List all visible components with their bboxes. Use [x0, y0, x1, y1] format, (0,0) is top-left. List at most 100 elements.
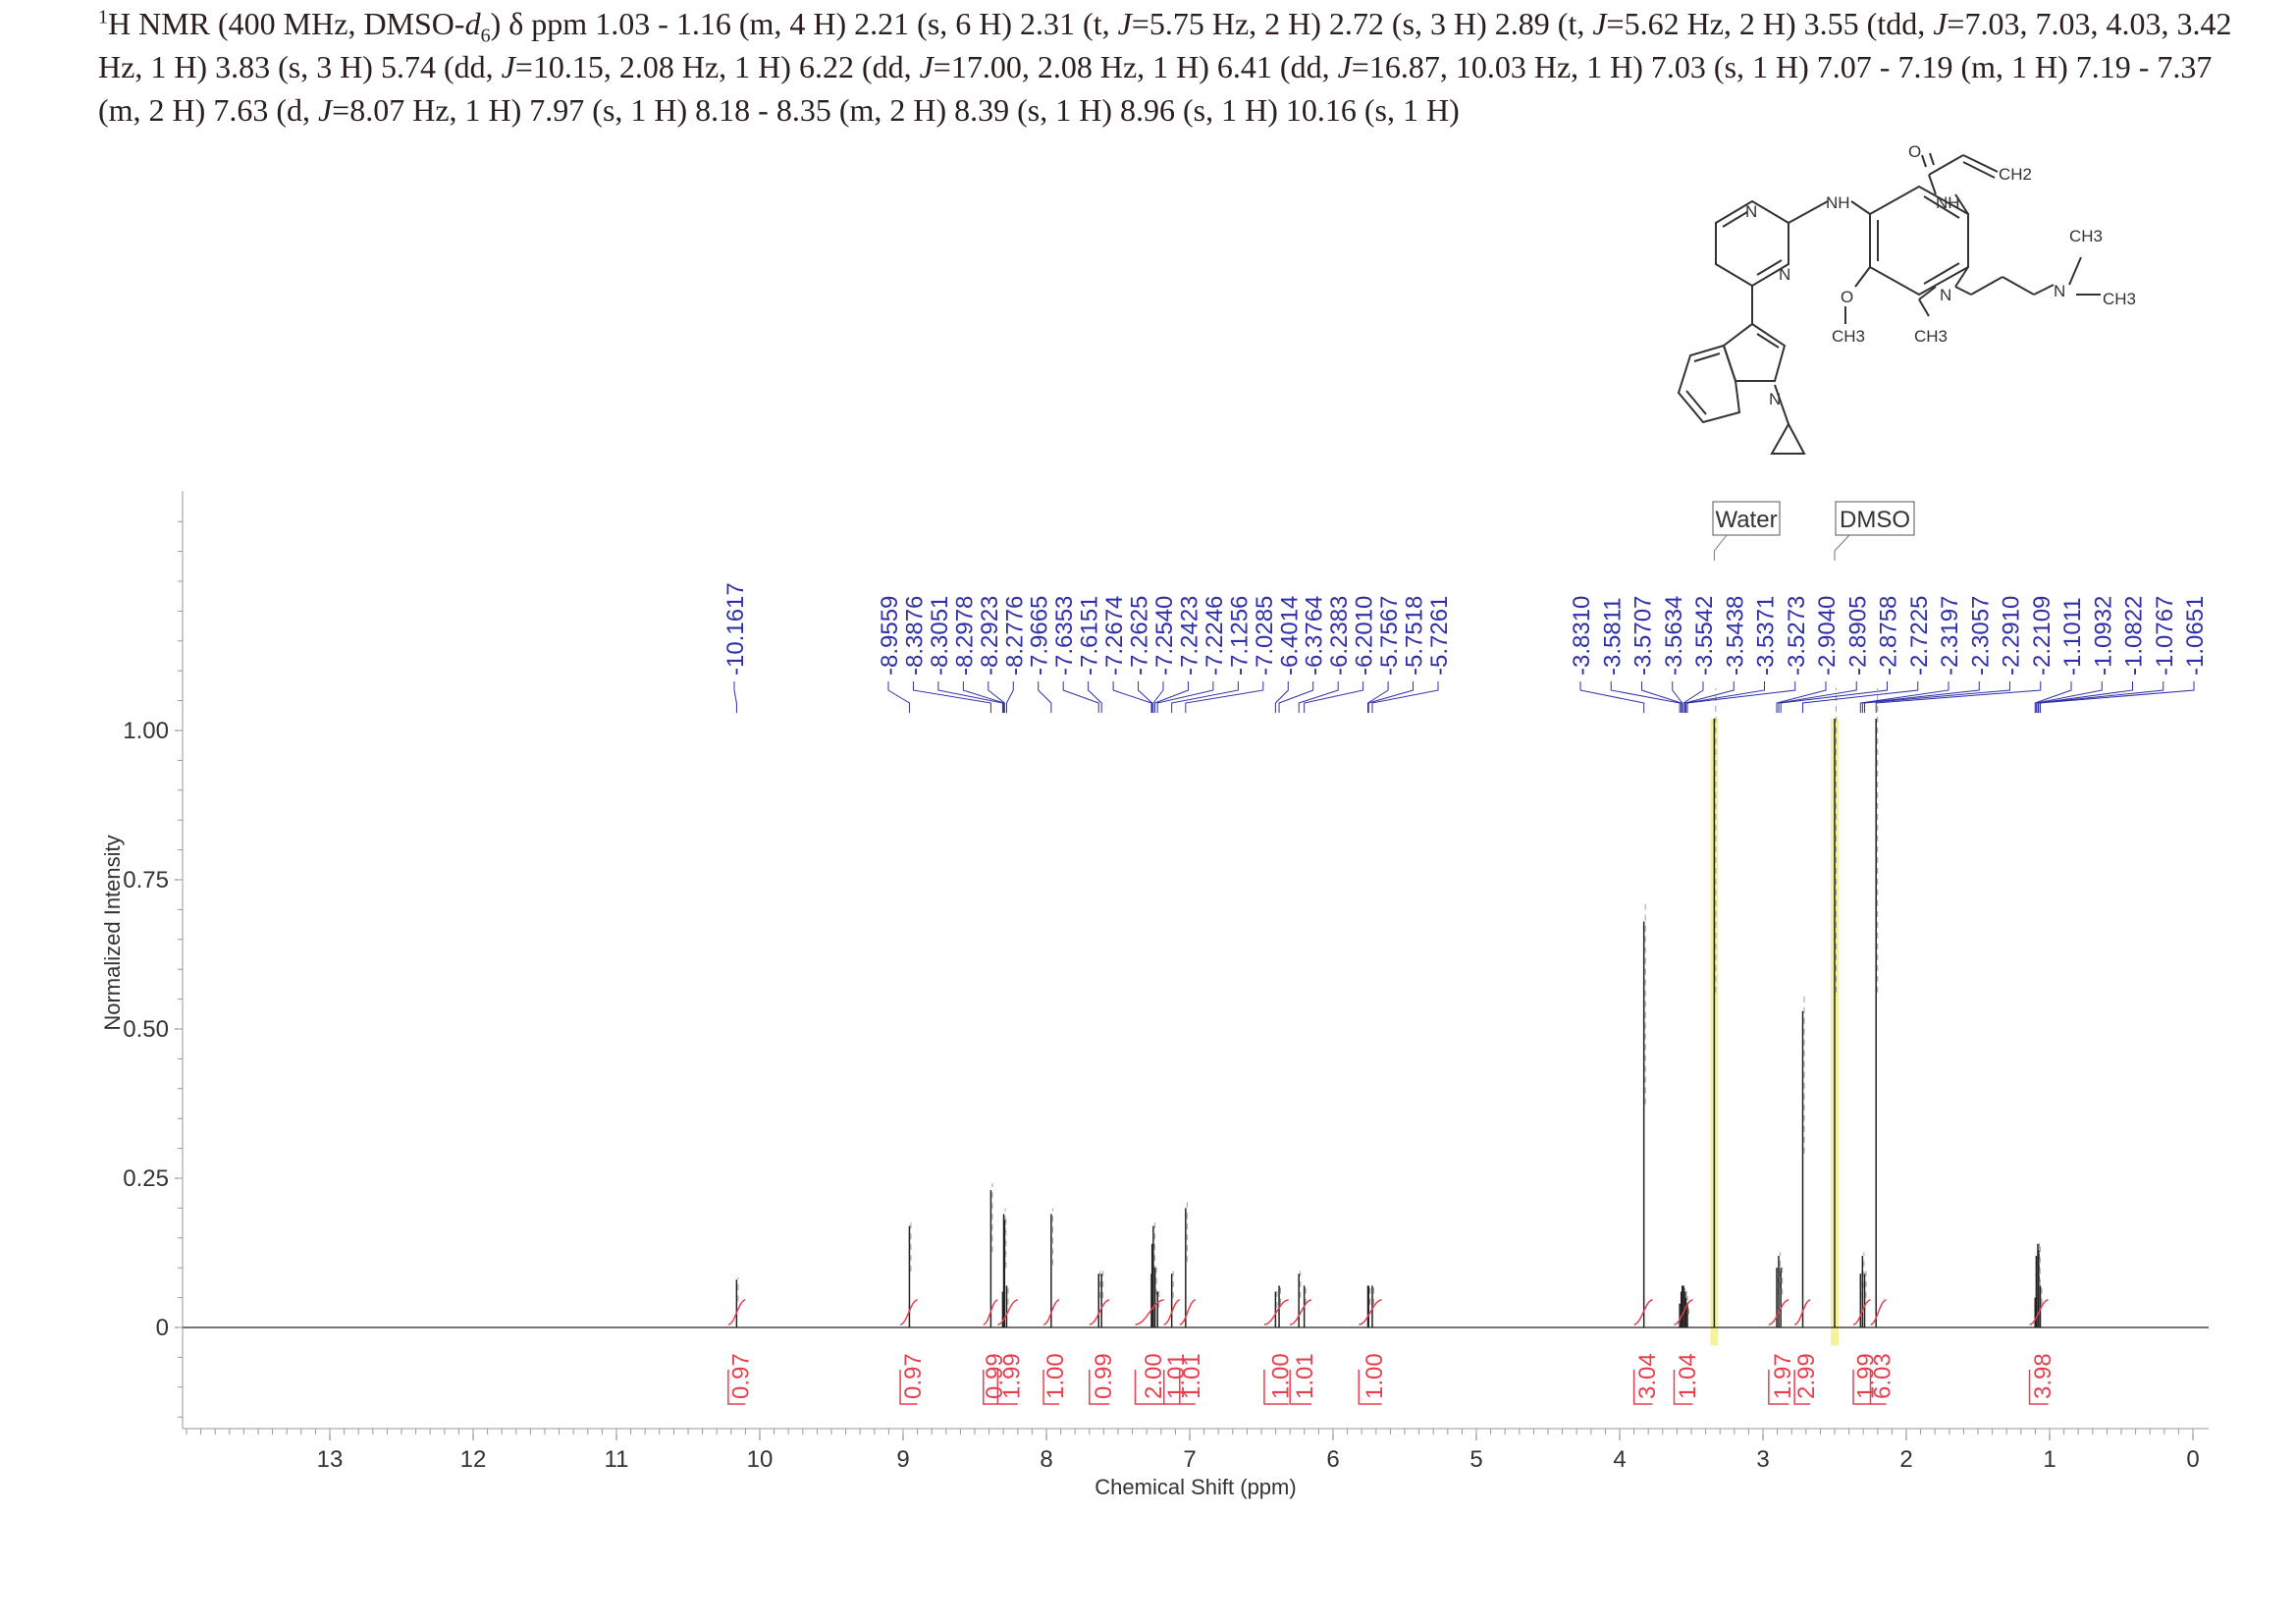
- peak-label-leader: [887, 681, 910, 713]
- plot-axes: [182, 491, 2209, 1430]
- peak-label: -3.5273: [1784, 596, 1810, 676]
- peak-label-leader: [1278, 681, 1314, 713]
- integral-bracket: [1673, 1370, 1693, 1405]
- x-tick-label: 4: [1613, 1446, 1626, 1473]
- peak-label-leader: [1156, 681, 1214, 713]
- integral-curve: [1042, 1299, 1060, 1325]
- mol-group-ch3-a: CH3: [2069, 227, 2103, 245]
- peak-label: -2.2109: [2029, 596, 2056, 676]
- peak-label-leader: [937, 681, 1003, 713]
- integral-value: 1.00: [1042, 1353, 1069, 1399]
- peak-label: -2.3197: [1937, 596, 1963, 676]
- peak-label: -8.3876: [901, 596, 928, 676]
- peak-label-leader: [912, 681, 991, 713]
- integral-bracket: [1089, 1370, 1110, 1405]
- integral-bracket: [1162, 1370, 1180, 1405]
- solvent-box-label: DMSO: [1840, 507, 1910, 533]
- peak-label-leader: [962, 681, 1005, 713]
- integral-curve: [1263, 1299, 1289, 1325]
- peak-label: -8.9559: [877, 596, 903, 676]
- peak-label: -7.0285: [1252, 596, 1278, 676]
- peak-label-leader: [1684, 681, 1735, 713]
- integral-curves: 0.97 0.97 0.991.99 1.00 0.99 2.001.011.01 1.00…: [727, 1299, 2056, 1405]
- x-tick-label: 5: [1469, 1446, 1482, 1473]
- header-text-2: ) δ ppm 1.03 - 1.16 (m, 4 H) 2.21 (s, 6 …: [490, 6, 1118, 41]
- peak-label: -2.7225: [1906, 596, 1933, 676]
- peak-label: -7.2540: [1151, 596, 1178, 676]
- integral-curve: [1089, 1299, 1110, 1325]
- integral-bracket: [1289, 1370, 1312, 1405]
- integral-bracket: [727, 1370, 746, 1405]
- peak-label: -1.0822: [2121, 596, 2148, 676]
- y-tick-label: 0: [156, 1315, 169, 1341]
- header-text-3: =5.75 Hz, 2 H) 2.72 (s, 3 H) 2.89 (t,: [1131, 6, 1593, 41]
- peak-label-leader: [1152, 681, 1164, 713]
- peak-label-leader: [1062, 681, 1099, 713]
- integral-curve: [727, 1299, 746, 1325]
- peak-label-leader: [1367, 681, 1389, 713]
- peak-label-leader: [1861, 681, 1980, 713]
- peak-label: -2.2910: [1999, 596, 2025, 676]
- peak-label-leader: [1778, 681, 1857, 713]
- peak-label: -6.3764: [1302, 596, 1328, 676]
- integral-value: 1.99: [999, 1353, 1026, 1399]
- mol-group-ch3-b: CH3: [2103, 290, 2136, 308]
- header-text-5: =7.03, 7.03, 4.03, 3.42 Hz, 1 H) 3.83 (s…: [98, 6, 2232, 84]
- peak-label-leader: [1685, 681, 1765, 713]
- header-text-1: H NMR (400 MHz, DMSO-: [108, 6, 465, 41]
- integral-curve: [1289, 1299, 1312, 1325]
- integral-curve: [1163, 1299, 1181, 1325]
- peak-label: -7.9665: [1027, 596, 1053, 676]
- peak-label-leader: [1875, 681, 2042, 713]
- integral-value: 2.00: [1141, 1353, 1167, 1399]
- integral-value: 1.01: [1292, 1353, 1318, 1399]
- peak-label: -3.5811: [1599, 597, 1626, 676]
- x-tick-label: 13: [317, 1446, 344, 1473]
- mol-group-ch2: CH2: [1999, 165, 2032, 184]
- spectrum-description: 1H NMR (400 MHz, DMSO-d6) δ ppm 1.03 - 1…: [98, 2, 2258, 132]
- mol-atom-nh-amide: NH: [1936, 193, 1960, 212]
- peak-label-leader: [1579, 681, 1645, 713]
- peak-label-leader: [1112, 681, 1152, 713]
- integral-bracket: [1852, 1370, 1871, 1405]
- peak-label: -3.5371: [1753, 596, 1780, 676]
- peak-label-leader: [733, 681, 737, 713]
- integral-bracket: [1869, 1370, 1887, 1405]
- integral-value: 0.99: [982, 1353, 1008, 1399]
- y-tick-label: 0.75: [123, 867, 169, 893]
- integral-value: 1.97: [1770, 1353, 1796, 1399]
- x-axis-ticks: 13 12 11 10 9 8 7 6 5 4 3 2 1 0: [186, 1429, 2200, 1473]
- solvent-box: [1712, 501, 1781, 536]
- integral-value: 0.99: [1091, 1353, 1117, 1399]
- peak-label: -5.7261: [1426, 596, 1453, 676]
- peak-label: -2.3057: [1967, 596, 1994, 676]
- peak-label: -7.6151: [1077, 596, 1103, 676]
- peak-label-leader: [1304, 681, 1364, 713]
- integral-bracket: [1134, 1370, 1164, 1405]
- integral-curve: [1870, 1299, 1887, 1325]
- peak-label: -1.0932: [2090, 596, 2116, 676]
- integral-curve: [1674, 1299, 1693, 1325]
- peak-label: -7.2423: [1176, 596, 1202, 676]
- peak-label-leader: [1776, 681, 1827, 713]
- peak-label: -1.1011: [2059, 597, 2086, 676]
- integral-curve: [1179, 1299, 1197, 1325]
- mol-atom-o-methoxy: O: [1841, 288, 1853, 306]
- peak-label-leader: [2037, 681, 2133, 713]
- mol-atom-n1: N: [1745, 202, 1757, 221]
- integral-value: 1.00: [1362, 1353, 1388, 1399]
- x-tick-label: 7: [1183, 1446, 1196, 1473]
- peak-label: -8.2776: [1001, 596, 1028, 676]
- integral-bracket: [2028, 1370, 2049, 1405]
- mol-atom-n-amine: N: [1940, 286, 1951, 304]
- header-d: d: [464, 6, 481, 41]
- peak-label-leader: [1138, 681, 1153, 713]
- peak-label-leader: [1371, 681, 1439, 713]
- x-tick-label: 6: [1326, 1446, 1339, 1473]
- integral-bracket: [1179, 1370, 1196, 1405]
- integral-value: 0.97: [728, 1353, 755, 1399]
- peak-label-leader: [1154, 681, 1189, 713]
- peak-label-leader: [2039, 681, 2195, 713]
- peak-label: -10.1617: [722, 582, 749, 676]
- peak-label-leader: [2034, 681, 2072, 713]
